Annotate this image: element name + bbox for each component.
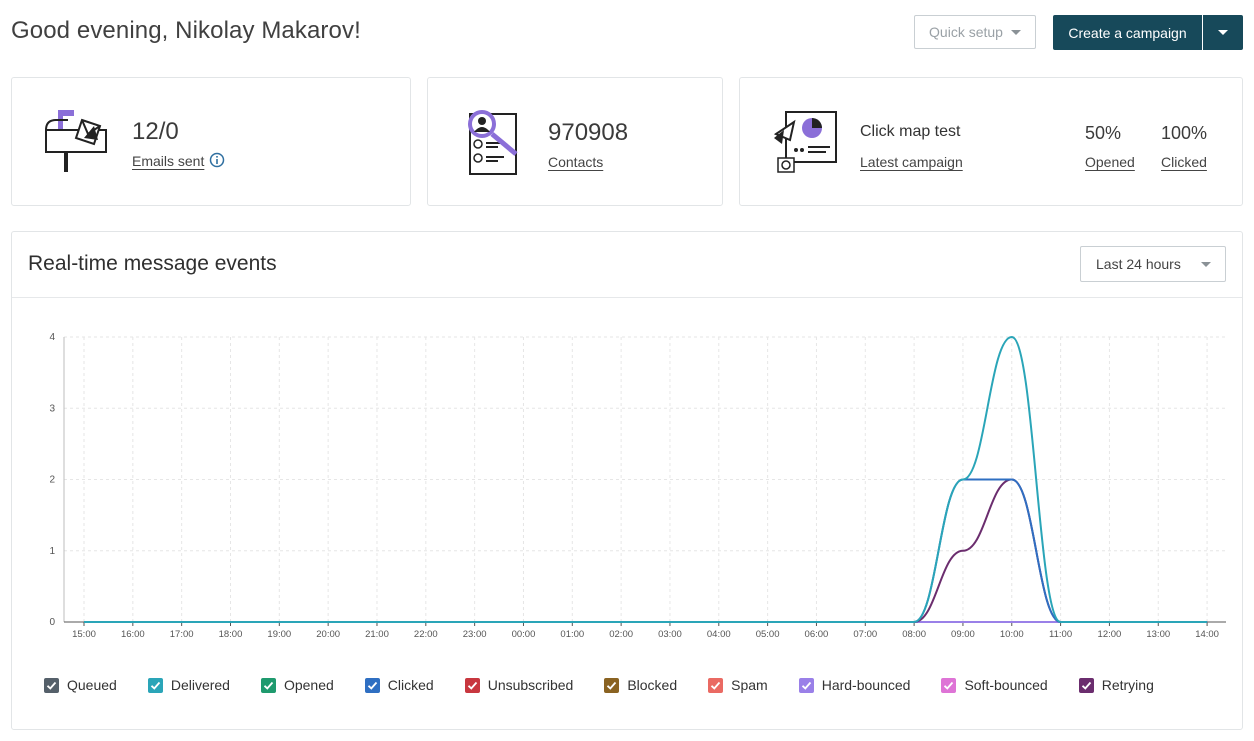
x-tick-label: 12:00 <box>1098 629 1122 640</box>
opened-link[interactable]: Opened <box>1085 154 1135 170</box>
y-tick-label: 0 <box>49 617 55 628</box>
x-tick-label: 06:00 <box>805 629 829 640</box>
x-tick-label: 13:00 <box>1146 629 1170 640</box>
x-tick-label: 20:00 <box>316 629 340 640</box>
contacts-link[interactable]: Contacts <box>548 154 604 170</box>
time-range-select[interactable]: Last 24 hours <box>1080 246 1226 282</box>
legend-label: Delivered <box>170 677 230 693</box>
create-campaign-button[interactable]: Create a campaign <box>1053 15 1202 50</box>
chart-legend: Queued Delivered Opened Clicked Unsubscribed… <box>44 677 1185 693</box>
emails-sent-card: 12/0 Emails sent <box>11 77 411 206</box>
checkbox-icon[interactable] <box>44 677 59 693</box>
y-tick-label: 4 <box>49 332 55 343</box>
legend-item-spam[interactable]: Spam <box>708 677 768 693</box>
checkbox-icon[interactable] <box>364 677 380 693</box>
contacts-card: 970908 Contacts <box>427 77 723 206</box>
x-tick-label: 22:00 <box>414 629 438 640</box>
info-icon[interactable] <box>209 152 225 168</box>
latest-campaign-link[interactable]: Latest campaign <box>860 154 963 170</box>
quick-setup-button[interactable]: Quick setup <box>914 15 1036 49</box>
legend-item-opened[interactable]: Opened <box>260 677 334 693</box>
create-campaign-dropdown-button[interactable] <box>1203 15 1243 50</box>
legend-label: Unsubscribed <box>487 677 574 693</box>
legend-item-blocked[interactable]: Blocked <box>604 677 677 693</box>
latest-campaign-card: Click map test Latest campaign 50% Opene… <box>739 77 1243 206</box>
x-tick-label: 23:00 <box>463 629 487 640</box>
mailbox-icon <box>45 110 107 172</box>
legend-item-retrying[interactable]: Retrying <box>1078 677 1154 693</box>
x-tick-label: 16:00 <box>121 629 145 640</box>
checkbox-icon[interactable] <box>147 677 163 693</box>
x-tick-label: 02:00 <box>609 629 633 640</box>
contact-search-icon <box>468 110 518 175</box>
x-tick-label: 10:00 <box>1000 629 1024 640</box>
contacts-value: 970908 <box>548 119 629 146</box>
chevron-down-icon <box>1218 30 1228 35</box>
x-tick-label: 14:00 <box>1195 629 1219 640</box>
legend-label: Soft-bounced <box>964 677 1048 693</box>
y-tick-label: 2 <box>49 475 55 486</box>
legend-label: Retrying <box>1101 677 1154 693</box>
quick-setup-label: Quick setup <box>929 24 1003 40</box>
x-tick-label: 09:00 <box>951 629 975 640</box>
message-events-panel: Real-time message events Last 24 hours <box>11 231 1243 730</box>
legend-item-delivered[interactable]: Delivered <box>147 677 230 693</box>
legend-label: Clicked <box>387 677 434 693</box>
legend-label: Queued <box>67 677 117 693</box>
checkbox-icon[interactable] <box>1078 677 1094 693</box>
panel-title: Real-time message events <box>28 252 277 275</box>
x-tick-label: 19:00 <box>267 629 291 640</box>
x-tick-label: 05:00 <box>756 629 780 640</box>
x-tick-label: 01:00 <box>560 629 584 640</box>
x-tick-label: 18:00 <box>219 629 243 640</box>
checkbox-icon[interactable] <box>798 677 814 693</box>
legend-item-soft-bounced[interactable]: Soft-bounced <box>941 677 1048 693</box>
x-tick-label: 21:00 <box>365 629 389 640</box>
y-tick-label: 1 <box>49 546 55 557</box>
legend-label: Blocked <box>627 677 678 693</box>
clicked-link[interactable]: Clicked <box>1161 154 1207 170</box>
chevron-down-icon <box>1201 262 1211 267</box>
x-tick-label: 07:00 <box>853 629 877 640</box>
panel-header: Real-time message events Last 24 hours <box>12 232 1242 298</box>
legend-label: Hard-bounced <box>821 677 911 693</box>
checkbox-icon[interactable] <box>708 677 724 693</box>
time-range-label: Last 24 hours <box>1096 256 1181 272</box>
emails-sent-value: 12/0 <box>132 118 179 145</box>
clicked-rate-value: 100% <box>1161 123 1208 143</box>
x-tick-label: 00:00 <box>512 629 536 640</box>
chevron-down-icon <box>1010 29 1021 35</box>
series-line-delivered <box>84 335 1208 623</box>
checkbox-icon[interactable] <box>464 677 480 693</box>
x-tick-label: 15:00 <box>72 629 96 640</box>
checkbox-icon[interactable] <box>941 677 957 693</box>
x-tick-label: 11:00 <box>1049 629 1072 640</box>
legend-item-queued[interactable]: Queued <box>44 677 117 693</box>
campaign-report-icon <box>773 111 837 173</box>
x-tick-label: 03:00 <box>658 629 682 640</box>
greeting-title: Good evening, Nikolay Makarov! <box>11 17 361 44</box>
checkbox-icon[interactable] <box>260 677 276 693</box>
legend-label: Opened <box>283 677 334 693</box>
legend-label: Spam <box>731 677 768 693</box>
legend-item-unsubscribed[interactable]: Unsubscribed <box>464 677 574 693</box>
campaign-name: Click map test <box>860 123 961 140</box>
x-tick-label: 08:00 <box>902 629 926 640</box>
y-tick-label: 3 <box>49 403 55 414</box>
emails-sent-link[interactable]: Emails sent <box>132 153 205 169</box>
checkbox-icon[interactable] <box>604 677 620 693</box>
x-tick-label: 17:00 <box>170 629 194 640</box>
opened-rate-value: 50% <box>1085 123 1122 143</box>
legend-item-hard-bounced[interactable]: Hard-bounced <box>798 677 911 693</box>
legend-item-clicked[interactable]: Clicked <box>364 677 434 693</box>
x-tick-label: 04:00 <box>707 629 731 640</box>
